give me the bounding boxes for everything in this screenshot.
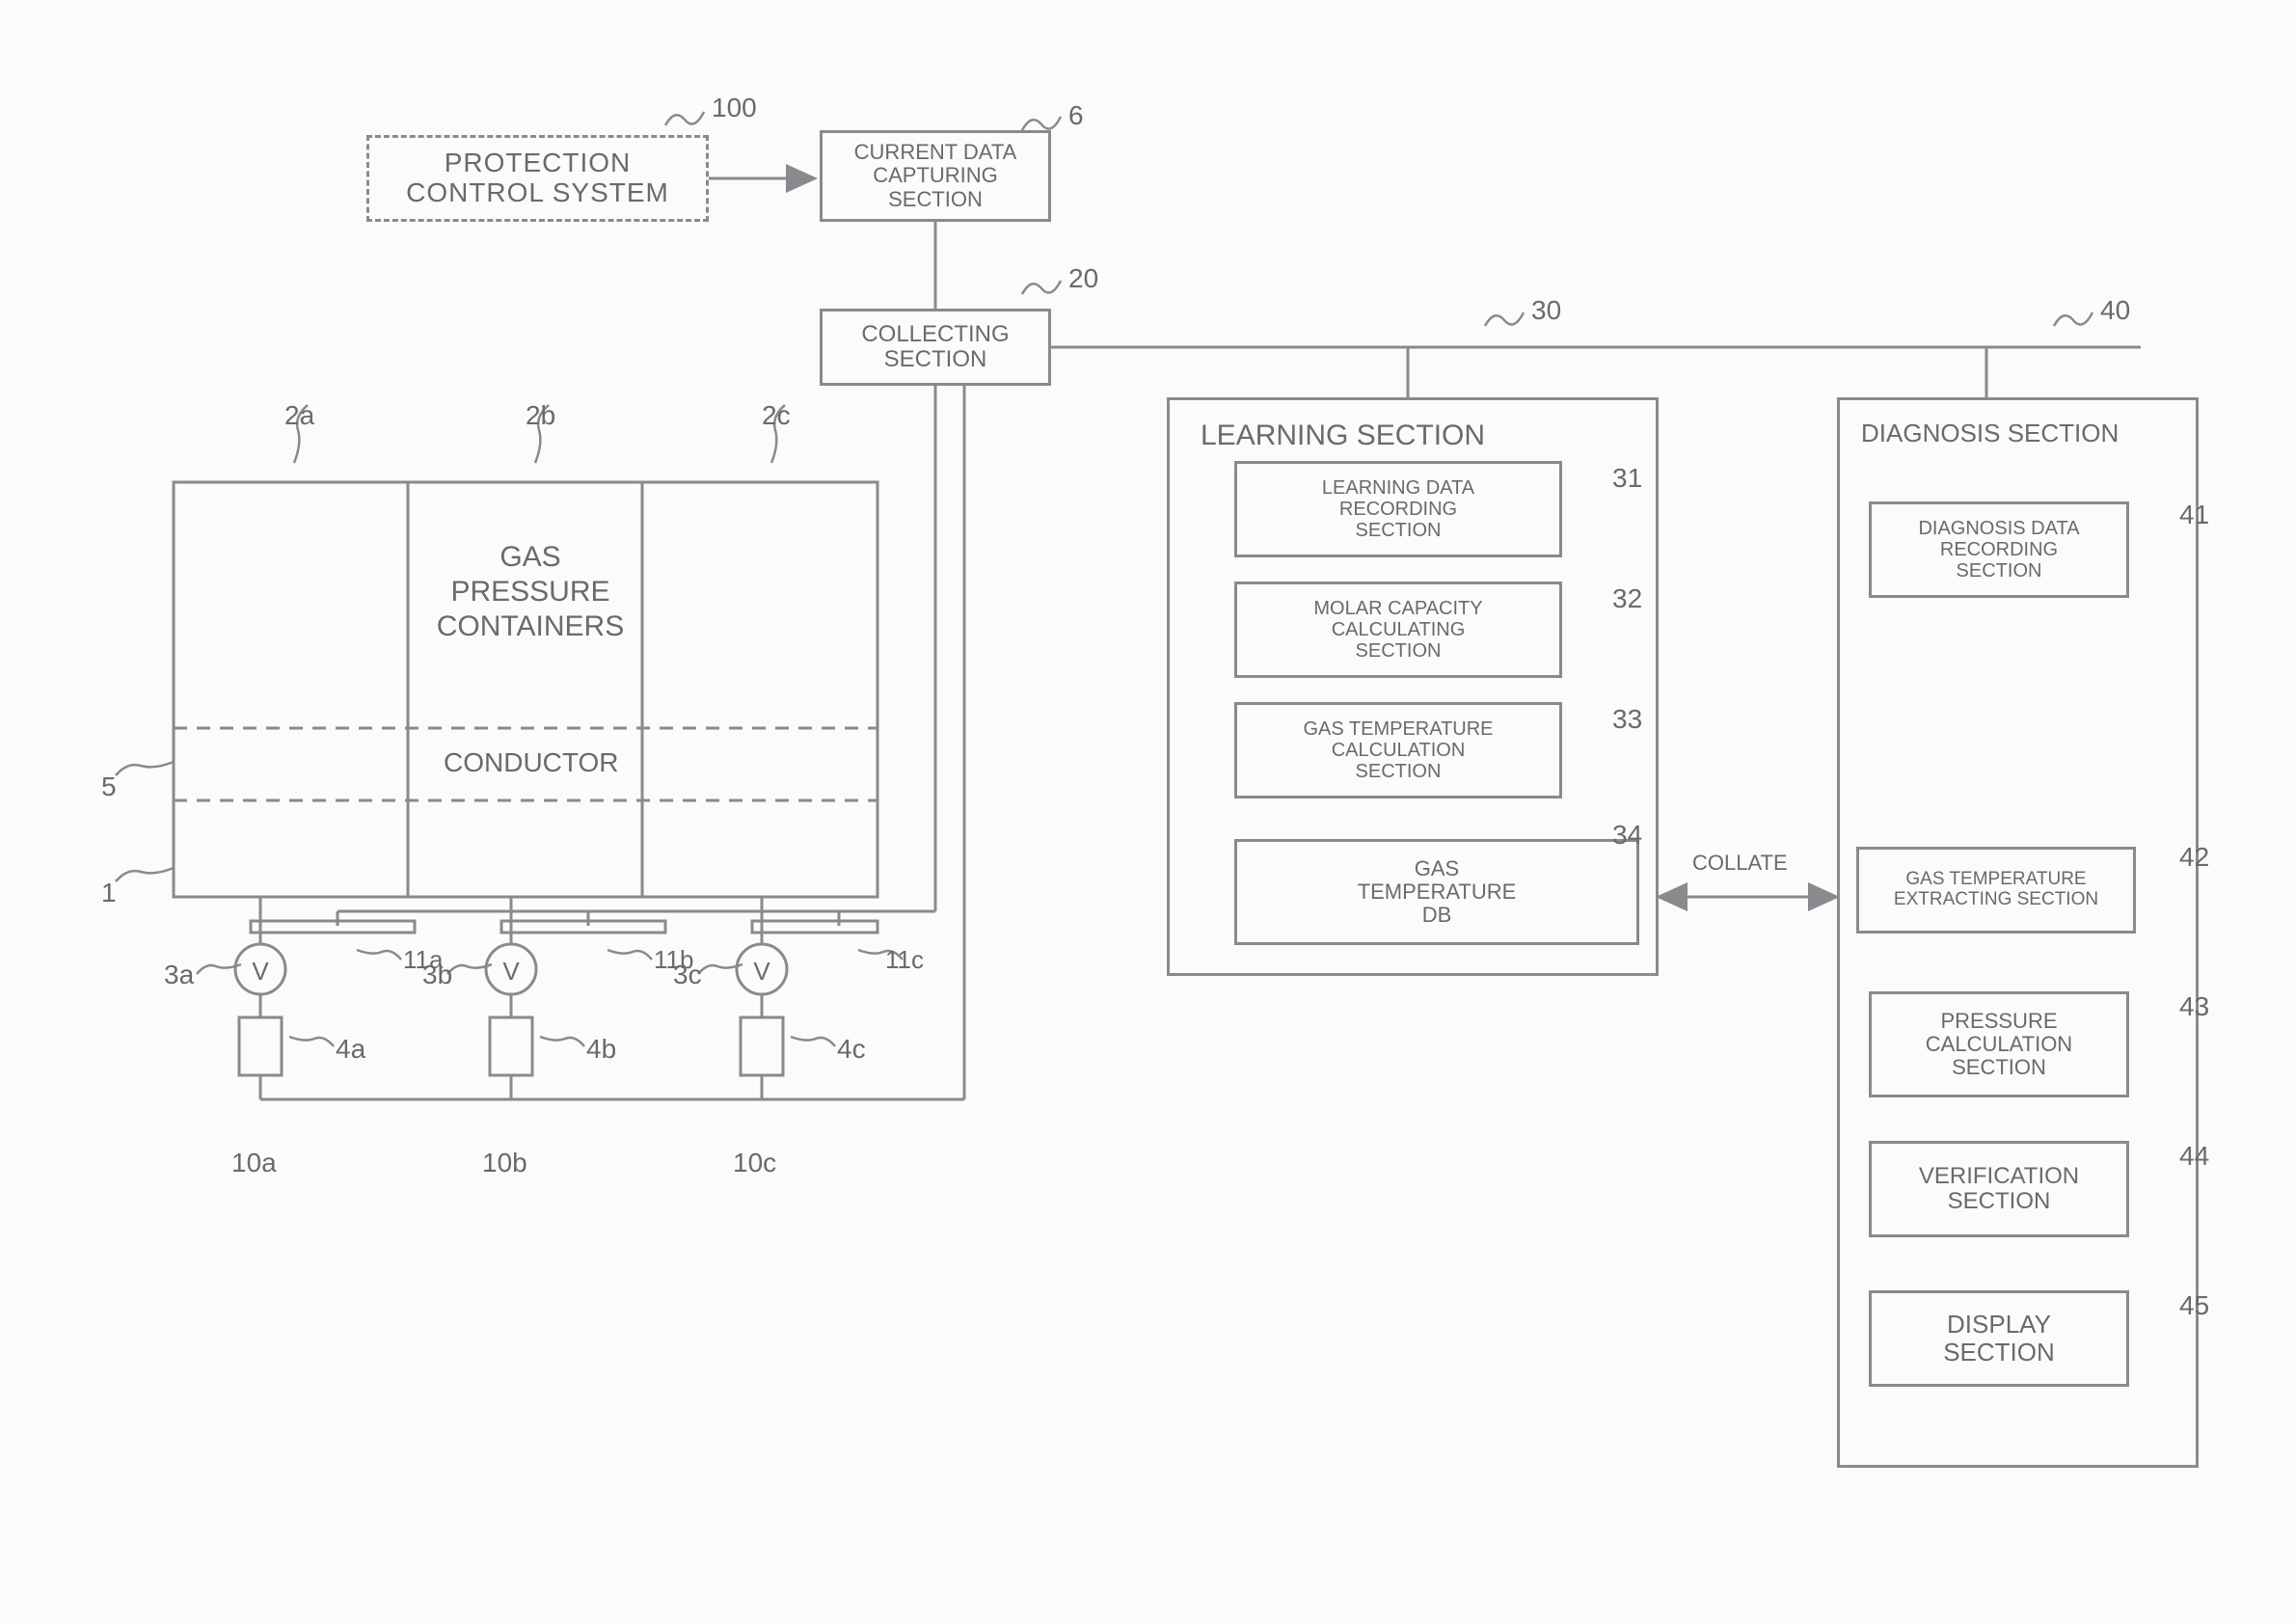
conductor-label: CONDUCTOR — [444, 747, 618, 778]
ref-31: 31 — [1612, 463, 1642, 494]
ref-42: 42 — [2179, 842, 2209, 873]
ref-10a: 10a — [231, 1148, 277, 1178]
ref-2c: 2c — [762, 400, 791, 431]
ref-33: 33 — [1612, 704, 1642, 735]
diagnosis-item-41: DIAGNOSIS DATARECORDINGSECTION — [1869, 501, 2129, 598]
learning-item-34: GASTEMPERATUREDB — [1234, 839, 1639, 945]
ref-4b: 4b — [586, 1034, 616, 1065]
ref-10b: 10b — [482, 1148, 527, 1178]
diagnosis-item-label: VERIFICATIONSECTION — [1919, 1164, 2079, 1215]
ref-6: 6 — [1068, 100, 1084, 131]
ref-30: 30 — [1531, 295, 1561, 326]
diagnosis-item-43: PRESSURECALCULATIONSECTION — [1869, 991, 2129, 1097]
ref-5: 5 — [101, 771, 117, 802]
diagnosis-item-label: GAS TEMPERATUREEXTRACTING SECTION — [1894, 870, 2098, 910]
ref-34: 34 — [1612, 820, 1642, 851]
learning-item-label: GAS TEMPERATURECALCULATIONSECTION — [1303, 718, 1493, 782]
ref-1: 1 — [101, 878, 117, 908]
collecting-box: COLLECTINGSECTION — [820, 309, 1051, 386]
collecting-label: COLLECTINGSECTION — [861, 322, 1009, 373]
learning-item-label: LEARNING DATARECORDINGSECTION — [1322, 477, 1474, 541]
svg-text:V: V — [502, 957, 520, 986]
collate-label: COLLATE — [1692, 851, 1788, 876]
learning-item-label: MOLAR CAPACITYCALCULATINGSECTION — [1313, 598, 1482, 662]
learning-item-32: MOLAR CAPACITYCALCULATINGSECTION — [1234, 582, 1562, 678]
diagnosis-item-label: DIAGNOSIS DATARECORDINGSECTION — [1918, 518, 2079, 582]
ref-10c: 10c — [733, 1148, 776, 1178]
ref-41: 41 — [2179, 500, 2209, 530]
diagnosis-item-42: GAS TEMPERATUREEXTRACTING SECTION — [1856, 847, 2136, 934]
protection-label: PROTECTIONCONTROL SYSTEM — [406, 149, 669, 208]
ref-20: 20 — [1068, 263, 1098, 294]
gas-containers-label: GASPRESSURECONTAINERS — [424, 540, 636, 644]
ref-3b: 3b — [422, 960, 452, 990]
diagnosis-title: DIAGNOSIS SECTION — [1861, 420, 2184, 447]
diagnosis-item-45: DISPLAYSECTION — [1869, 1290, 2129, 1387]
ref-3c: 3c — [673, 960, 702, 990]
ref-43: 43 — [2179, 991, 2209, 1022]
ref-32: 32 — [1612, 583, 1642, 614]
capturing-label: CURRENT DATACAPTURINGSECTION — [854, 141, 1017, 211]
ref-100: 100 — [712, 93, 757, 123]
learning-title: LEARNING SECTION — [1201, 420, 1644, 451]
diagnosis-item-44: VERIFICATIONSECTION — [1869, 1141, 2129, 1237]
diagram-canvas: V V V PROTECTIONCONTROL SYSTEM 100 CURRE… — [0, 0, 2295, 1624]
capturing-box: CURRENT DATACAPTURINGSECTION — [820, 130, 1051, 222]
ref-40: 40 — [2100, 295, 2130, 326]
ref-11c: 11c — [885, 945, 924, 975]
ref-2b: 2b — [526, 400, 555, 431]
ref-2a: 2a — [284, 400, 314, 431]
ref-4c: 4c — [837, 1034, 866, 1065]
learning-item-33: GAS TEMPERATURECALCULATIONSECTION — [1234, 702, 1562, 798]
diagnosis-item-label: DISPLAYSECTION — [1943, 1311, 2055, 1366]
ref-44: 44 — [2179, 1141, 2209, 1172]
diagnosis-item-label: PRESSURECALCULATIONSECTION — [1926, 1010, 2072, 1080]
ref-4a: 4a — [336, 1034, 365, 1065]
ref-3a: 3a — [164, 960, 194, 990]
learning-item-label: GASTEMPERATUREDB — [1358, 857, 1517, 928]
ref-45: 45 — [2179, 1290, 2209, 1321]
learning-item-31: LEARNING DATARECORDINGSECTION — [1234, 461, 1562, 557]
protection-box: PROTECTIONCONTROL SYSTEM — [366, 135, 709, 222]
svg-text:V: V — [753, 957, 770, 986]
svg-text:V: V — [252, 957, 269, 986]
